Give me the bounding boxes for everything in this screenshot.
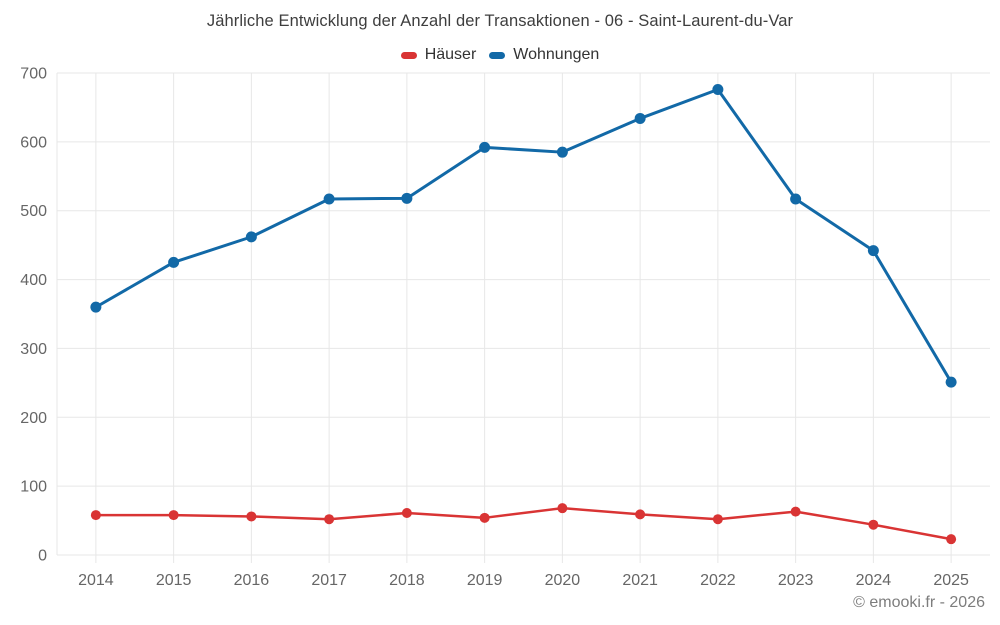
- x-axis-tick-label: 2022: [700, 572, 736, 589]
- data-point: [790, 506, 801, 517]
- series-h-user: [90, 503, 957, 545]
- data-point: [479, 512, 490, 523]
- y-axis-tick-label: 500: [20, 203, 47, 220]
- data-point: [324, 514, 335, 525]
- copyright-footer: © emooki.fr - 2026: [853, 594, 985, 611]
- y-axis-tick-label: 300: [20, 341, 47, 358]
- data-point: [401, 192, 413, 204]
- data-point: [90, 510, 101, 521]
- x-axis-tick-label: 2025: [933, 572, 969, 589]
- data-point: [90, 301, 102, 313]
- x-axis-tick-label: 2019: [467, 572, 503, 589]
- data-point: [556, 146, 568, 158]
- grid-lines: 0 100 200 300 400 500 600 700 2014 2015 2016 2017 20…: [20, 66, 990, 589]
- data-point: [246, 511, 257, 522]
- data-point: [479, 141, 491, 153]
- data-point: [868, 519, 879, 530]
- data-point: [945, 376, 957, 388]
- data-point: [401, 507, 412, 518]
- data-point: [245, 231, 257, 243]
- y-axis-tick-label: 100: [20, 479, 47, 496]
- x-axis-tick-label: 2024: [856, 572, 892, 589]
- data-point: [634, 112, 646, 124]
- legend-label-hauser: Häuser: [424, 46, 477, 63]
- x-axis-tick-label: 2018: [389, 572, 425, 589]
- data-point: [712, 514, 723, 525]
- legend-marker-hauser: [400, 51, 417, 59]
- x-axis-tick-label: 2017: [311, 572, 347, 589]
- x-axis-tick-label: 2023: [778, 572, 814, 589]
- series-line: [94, 88, 953, 384]
- y-axis-tick-label: 700: [20, 66, 47, 83]
- data-point: [168, 256, 180, 268]
- y-axis-tick-label: 0: [38, 548, 47, 565]
- data-point: [557, 503, 568, 514]
- data-point: [867, 245, 879, 257]
- series-line: [94, 506, 953, 541]
- data-point: [790, 193, 802, 205]
- x-axis-tick-label: 2020: [545, 572, 581, 589]
- legend-marker-wohnungen: [489, 51, 506, 59]
- legend: Häuser Wohnungen: [0, 46, 1000, 64]
- data-point: [168, 510, 179, 521]
- x-axis-tick-label: 2015: [156, 572, 192, 589]
- y-axis-tick-label: 200: [20, 410, 47, 427]
- chart-title: Jährliche Entwicklung der Anzahl der Tra…: [206, 12, 794, 30]
- legend-item-hauser[interactable]: Häuser: [400, 46, 477, 64]
- data-point: [712, 84, 724, 96]
- data-point: [635, 509, 646, 520]
- legend-label-wohnungen: Wohnungen: [513, 46, 600, 63]
- x-axis-tick-label: 2021: [622, 572, 658, 589]
- y-axis-tick-label: 600: [20, 134, 47, 151]
- x-axis-tick-label: 2014: [78, 572, 114, 589]
- data-point: [323, 193, 335, 205]
- data-point: [946, 534, 957, 545]
- x-axis-tick-label: 2016: [234, 572, 270, 589]
- series-wohnungen: [90, 84, 957, 388]
- legend-item-wohnungen[interactable]: Wohnungen: [489, 46, 599, 64]
- y-axis-tick-label: 400: [20, 272, 47, 289]
